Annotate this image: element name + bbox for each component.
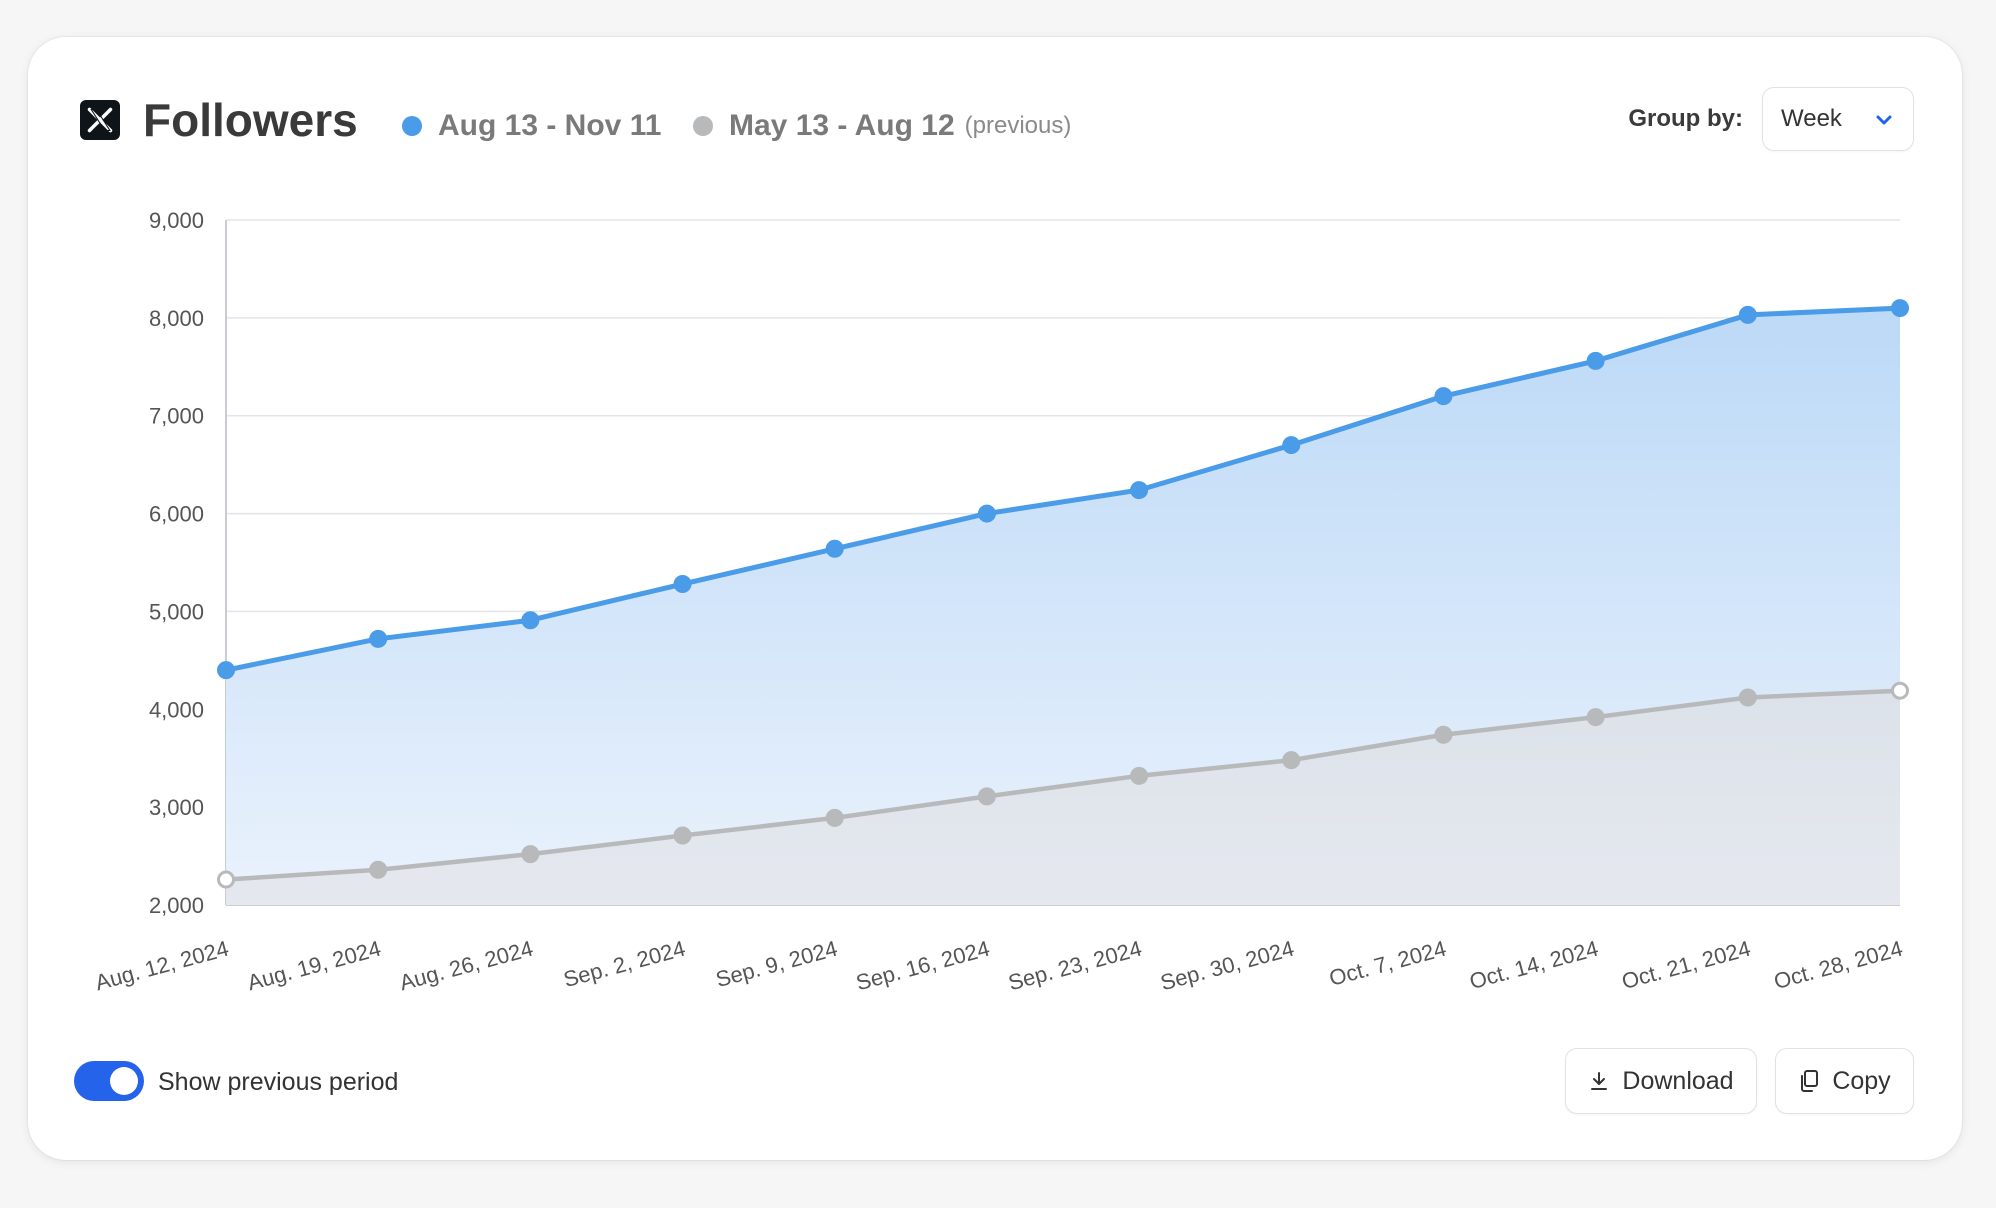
y-tick-label: 9,000 xyxy=(149,208,204,233)
y-tick-label: 5,000 xyxy=(149,599,204,624)
legend-dot-current xyxy=(402,116,422,136)
x-tick-label: Oct. 14, 2024 xyxy=(1467,936,1601,994)
data-point-current[interactable] xyxy=(369,629,388,648)
legend-current-label: Aug 13 - Nov 11 xyxy=(438,109,662,142)
data-point-current[interactable] xyxy=(1586,351,1605,370)
download-icon xyxy=(1588,1070,1610,1092)
data-point-previous[interactable] xyxy=(217,870,235,889)
toggle-knob xyxy=(110,1067,138,1095)
chevron-down-icon xyxy=(1875,105,1893,133)
legend-current-period: Aug 13 - Nov 11 xyxy=(402,106,661,146)
y-tick-label: 4,000 xyxy=(149,697,204,722)
data-point-current[interactable] xyxy=(1282,436,1301,455)
data-point-previous[interactable] xyxy=(1130,766,1149,785)
data-point-previous[interactable] xyxy=(369,860,388,879)
x-tick-label: Sep. 23, 2024 xyxy=(1006,936,1145,996)
data-point-previous[interactable] xyxy=(673,826,692,845)
legend-previous-period: May 13 - Aug 12 (previous) xyxy=(693,106,1071,146)
data-point-previous[interactable] xyxy=(1891,681,1909,700)
series-line-previous xyxy=(223,688,1903,882)
y-tick-label: 2,000 xyxy=(149,893,204,918)
legend-previous-note: (previous) xyxy=(964,112,1072,139)
y-tick-label: 7,000 xyxy=(149,404,204,429)
x-tick-label: Oct. 21, 2024 xyxy=(1619,936,1753,994)
x-tick-label: Sep. 9, 2024 xyxy=(713,936,840,992)
series-line-current xyxy=(223,305,1903,673)
data-point-current[interactable] xyxy=(1434,387,1453,406)
x-tick-label: Sep. 2, 2024 xyxy=(561,936,688,992)
data-point-current[interactable] xyxy=(1130,481,1149,500)
show-previous-period-toggle[interactable] xyxy=(74,1061,144,1101)
data-point-previous[interactable] xyxy=(977,787,996,806)
data-point-previous[interactable] xyxy=(1434,725,1453,744)
x-tick-label: Oct. 28, 2024 xyxy=(1771,936,1905,994)
data-point-previous[interactable] xyxy=(1738,688,1757,707)
x-tick-label: Sep. 30, 2024 xyxy=(1158,936,1297,996)
data-point-current[interactable] xyxy=(217,661,235,680)
x-tick-label: Aug. 12, 2024 xyxy=(92,936,231,996)
copy-icon xyxy=(1798,1069,1820,1093)
data-point-previous[interactable] xyxy=(521,845,540,864)
copy-label: Copy xyxy=(1832,1066,1891,1095)
data-point-current[interactable] xyxy=(1891,299,1909,318)
group-by-label: Group by: xyxy=(1628,105,1743,132)
legend-previous-label: May 13 - Aug 12 xyxy=(729,109,955,142)
x-tick-label: Aug. 26, 2024 xyxy=(397,936,536,996)
followers-chart: 2,000 3,000 4,000 5,000 6,000 7,000 8,000 9,000… xyxy=(92,208,1909,996)
data-point-current[interactable] xyxy=(673,575,692,594)
legend-dot-previous xyxy=(693,116,713,136)
x-tick-label: Aug. 19, 2024 xyxy=(245,936,384,996)
group-by-select[interactable]: Week xyxy=(1762,87,1914,151)
group-by-value: Week xyxy=(1781,105,1842,132)
data-point-current[interactable] xyxy=(977,504,996,523)
data-point-current[interactable] xyxy=(1738,305,1757,324)
show-previous-period-label: Show previous period xyxy=(158,1068,399,1096)
page-title: Followers xyxy=(143,94,358,146)
y-tick-label: 3,000 xyxy=(149,795,204,820)
data-point-current[interactable] xyxy=(521,611,540,630)
download-button[interactable]: Download xyxy=(1565,1048,1757,1114)
y-tick-label: 8,000 xyxy=(149,306,204,331)
data-point-current[interactable] xyxy=(825,539,844,558)
x-tick-label: Sep. 16, 2024 xyxy=(853,936,992,996)
series-area-previous xyxy=(226,690,1900,905)
y-tick-label: 6,000 xyxy=(149,502,204,527)
x-tick-label: Oct. 7, 2024 xyxy=(1327,936,1449,991)
download-label: Download xyxy=(1622,1066,1734,1095)
x-logo-icon xyxy=(80,100,120,140)
copy-button[interactable]: Copy xyxy=(1775,1048,1914,1114)
data-point-previous[interactable] xyxy=(1586,708,1605,727)
data-point-previous[interactable] xyxy=(825,808,844,827)
data-point-previous[interactable] xyxy=(1282,751,1301,770)
